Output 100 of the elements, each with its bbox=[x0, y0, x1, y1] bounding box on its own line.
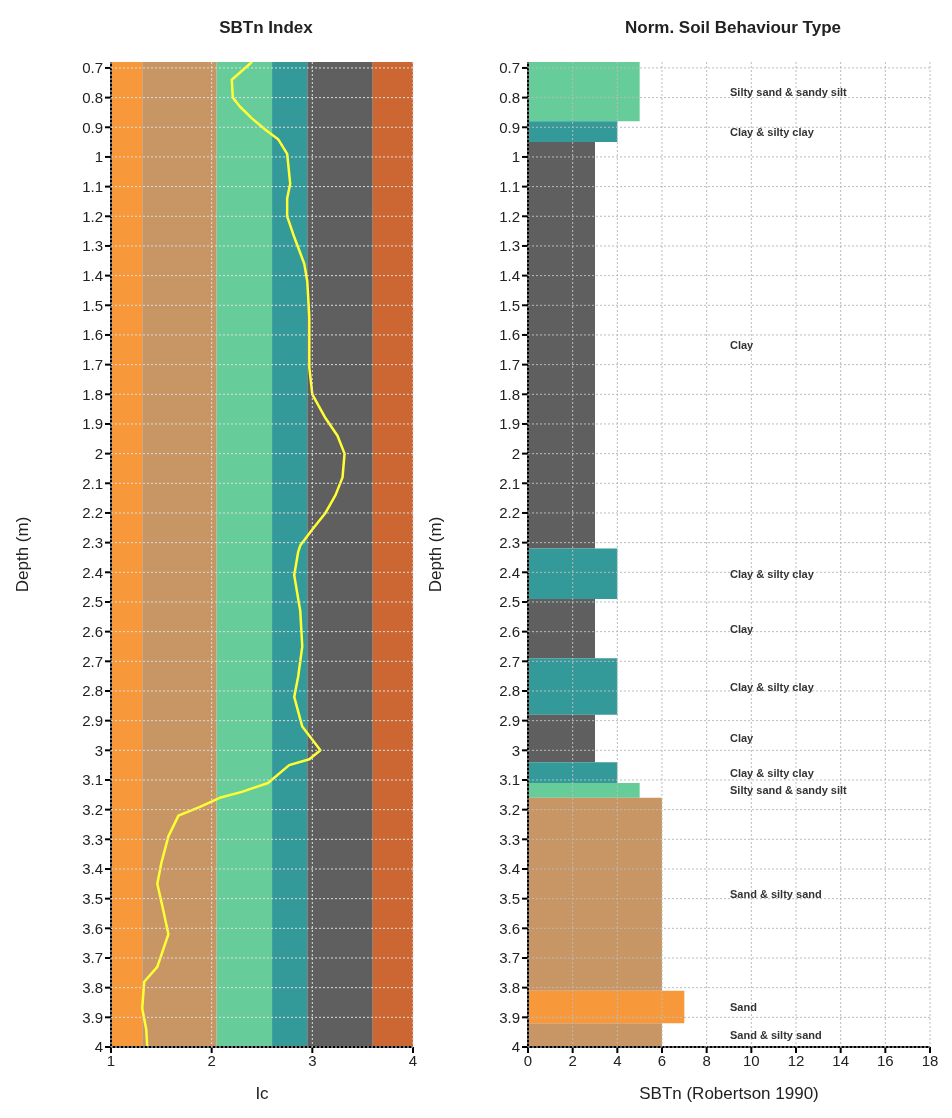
y-tick-label: 2.4 bbox=[82, 563, 103, 581]
y-tick-label: 0.9 bbox=[82, 118, 103, 136]
y-tick-label: 3.6 bbox=[82, 919, 103, 937]
y-tick-label: 1 bbox=[94, 148, 103, 166]
y-tick-label: 2.5 bbox=[499, 593, 520, 611]
y-tick-label: 2.4 bbox=[499, 563, 520, 581]
y-tick-label: 1.9 bbox=[499, 415, 520, 433]
x-tick-label: 0 bbox=[523, 1051, 533, 1069]
y-tick-label: 2.2 bbox=[499, 504, 520, 522]
y-tick-label: 2.2 bbox=[82, 504, 103, 522]
y-tick-label: 3.1 bbox=[82, 771, 103, 789]
annotation: Clay & silty clay bbox=[730, 680, 815, 693]
y-tick-label: 2.1 bbox=[82, 474, 103, 492]
y-tick-label: 1 bbox=[511, 148, 520, 166]
y-tick-label: 2.5 bbox=[82, 593, 103, 611]
y-tick-label: 1.9 bbox=[82, 415, 103, 433]
y-tick-label: 3.4 bbox=[499, 860, 520, 878]
x-tick-label: 6 bbox=[657, 1051, 667, 1069]
x-tick-label: 12 bbox=[787, 1051, 805, 1069]
annotation: Clay & silty clay bbox=[730, 567, 815, 580]
y-tick-label: 3.8 bbox=[82, 978, 103, 996]
y-tick-label: 2 bbox=[94, 444, 103, 462]
annotation: Sand bbox=[730, 1000, 757, 1013]
y-tick-label: 1.4 bbox=[82, 266, 103, 284]
x-tick-label: 4 bbox=[613, 1051, 622, 1069]
y-axis-title: Depth (m) bbox=[426, 516, 446, 593]
x-tick-label: 2 bbox=[207, 1051, 216, 1069]
y-tick-label: 3.6 bbox=[499, 919, 520, 937]
annotation: Silty sand & sandy silt bbox=[730, 85, 848, 98]
annotation: Clay & silty clay bbox=[730, 125, 815, 138]
y-tick-label: 1.1 bbox=[82, 177, 103, 195]
y-tick-label: 3 bbox=[94, 741, 103, 759]
y-tick-label: 1.2 bbox=[499, 207, 520, 225]
y-tick-label: 3.3 bbox=[82, 830, 103, 848]
y-tick-label: 2.3 bbox=[499, 533, 520, 551]
y-tick-label: 3.2 bbox=[499, 800, 520, 818]
y-tick-label: 2.9 bbox=[499, 711, 520, 729]
y-tick-label: 1.3 bbox=[499, 237, 520, 255]
y-tick-label: 3.7 bbox=[82, 949, 103, 967]
y-tick-label: 2.7 bbox=[499, 652, 520, 670]
y-tick-label: 1.2 bbox=[82, 207, 103, 225]
y-tick-label: 1.7 bbox=[82, 355, 103, 373]
x-tick-label: 14 bbox=[832, 1051, 850, 1069]
annotation: Clay bbox=[730, 732, 755, 745]
y-tick-label: 3.2 bbox=[82, 800, 103, 818]
y-tick-label: 1.8 bbox=[499, 385, 520, 403]
y-tick-label: 0.7 bbox=[499, 59, 520, 77]
y-tick-label: 2.3 bbox=[82, 533, 103, 551]
y-tick-label: 1.7 bbox=[499, 355, 520, 373]
y-tick-label: 1.6 bbox=[499, 326, 520, 344]
y-tick-label: 1.3 bbox=[82, 237, 103, 255]
y-tick-label: 1.5 bbox=[499, 296, 520, 314]
x-tick-label: 8 bbox=[702, 1051, 711, 1069]
y-tick-label: 0.8 bbox=[82, 88, 103, 106]
x-tick-label: 1 bbox=[106, 1051, 116, 1069]
y-tick-label: 1.8 bbox=[82, 385, 103, 403]
y-tick-label: 1.5 bbox=[82, 296, 103, 314]
y-axis-title: Depth (m) bbox=[13, 516, 33, 593]
chart-title: SBTn Index bbox=[218, 17, 314, 39]
annotation: Sand & silty sand bbox=[730, 1029, 822, 1042]
y-tick-label: 3.4 bbox=[82, 860, 103, 878]
y-tick-label: 3 bbox=[511, 741, 520, 759]
annotation: Clay bbox=[730, 622, 755, 635]
y-tick-label: 2.7 bbox=[82, 652, 103, 670]
y-tick-label: 0.9 bbox=[499, 118, 520, 136]
x-tick-label: 4 bbox=[408, 1051, 418, 1069]
y-tick-label: 0.7 bbox=[82, 59, 103, 77]
x-axis-title: SBTn (Robertson 1990) bbox=[639, 1084, 819, 1103]
y-tick-label: 3.5 bbox=[82, 889, 103, 907]
x-axis-title: Ic bbox=[255, 1084, 270, 1103]
y-tick-label: 3.5 bbox=[499, 889, 520, 907]
y-tick-label: 1.6 bbox=[82, 326, 103, 344]
y-tick-label: 3.9 bbox=[499, 1008, 520, 1026]
y-tick-label: 3.8 bbox=[499, 978, 520, 996]
y-tick-label: 0.8 bbox=[499, 88, 520, 106]
x-tick-label: 10 bbox=[742, 1051, 760, 1069]
x-tick-label: 18 bbox=[921, 1051, 939, 1069]
y-tick-label: 3.1 bbox=[499, 771, 520, 789]
annotation: Clay bbox=[730, 339, 755, 352]
y-tick-label: 2 bbox=[511, 444, 520, 462]
y-tick-label: 3.7 bbox=[499, 949, 520, 967]
y-tick-label: 4 bbox=[511, 1038, 520, 1056]
y-tick-label: 2.8 bbox=[82, 682, 103, 700]
y-tick-label: 2.1 bbox=[499, 474, 520, 492]
line-series bbox=[140, 62, 346, 1047]
y-tick-label: 1.1 bbox=[499, 177, 520, 195]
x-tick-label: 2 bbox=[568, 1051, 577, 1069]
y-tick-label: 2.9 bbox=[82, 711, 103, 729]
y-tick-label: 2.6 bbox=[82, 622, 103, 640]
y-tick-label: 2.8 bbox=[499, 682, 520, 700]
y-tick-label: 3.9 bbox=[82, 1008, 103, 1026]
annotation: Sand & silty sand bbox=[730, 888, 822, 901]
chart-title: Norm. Soil Behaviour Type bbox=[624, 17, 842, 39]
y-tick-label: 3.3 bbox=[499, 830, 520, 848]
x-tick-label: 3 bbox=[308, 1051, 317, 1069]
annotation: Clay & silty clay bbox=[730, 766, 815, 779]
y-tick-label: 2.6 bbox=[499, 622, 520, 640]
y-tick-label: 4 bbox=[94, 1038, 103, 1056]
y-tick-label: 1.4 bbox=[499, 266, 520, 284]
x-tick-label: 16 bbox=[876, 1051, 894, 1069]
